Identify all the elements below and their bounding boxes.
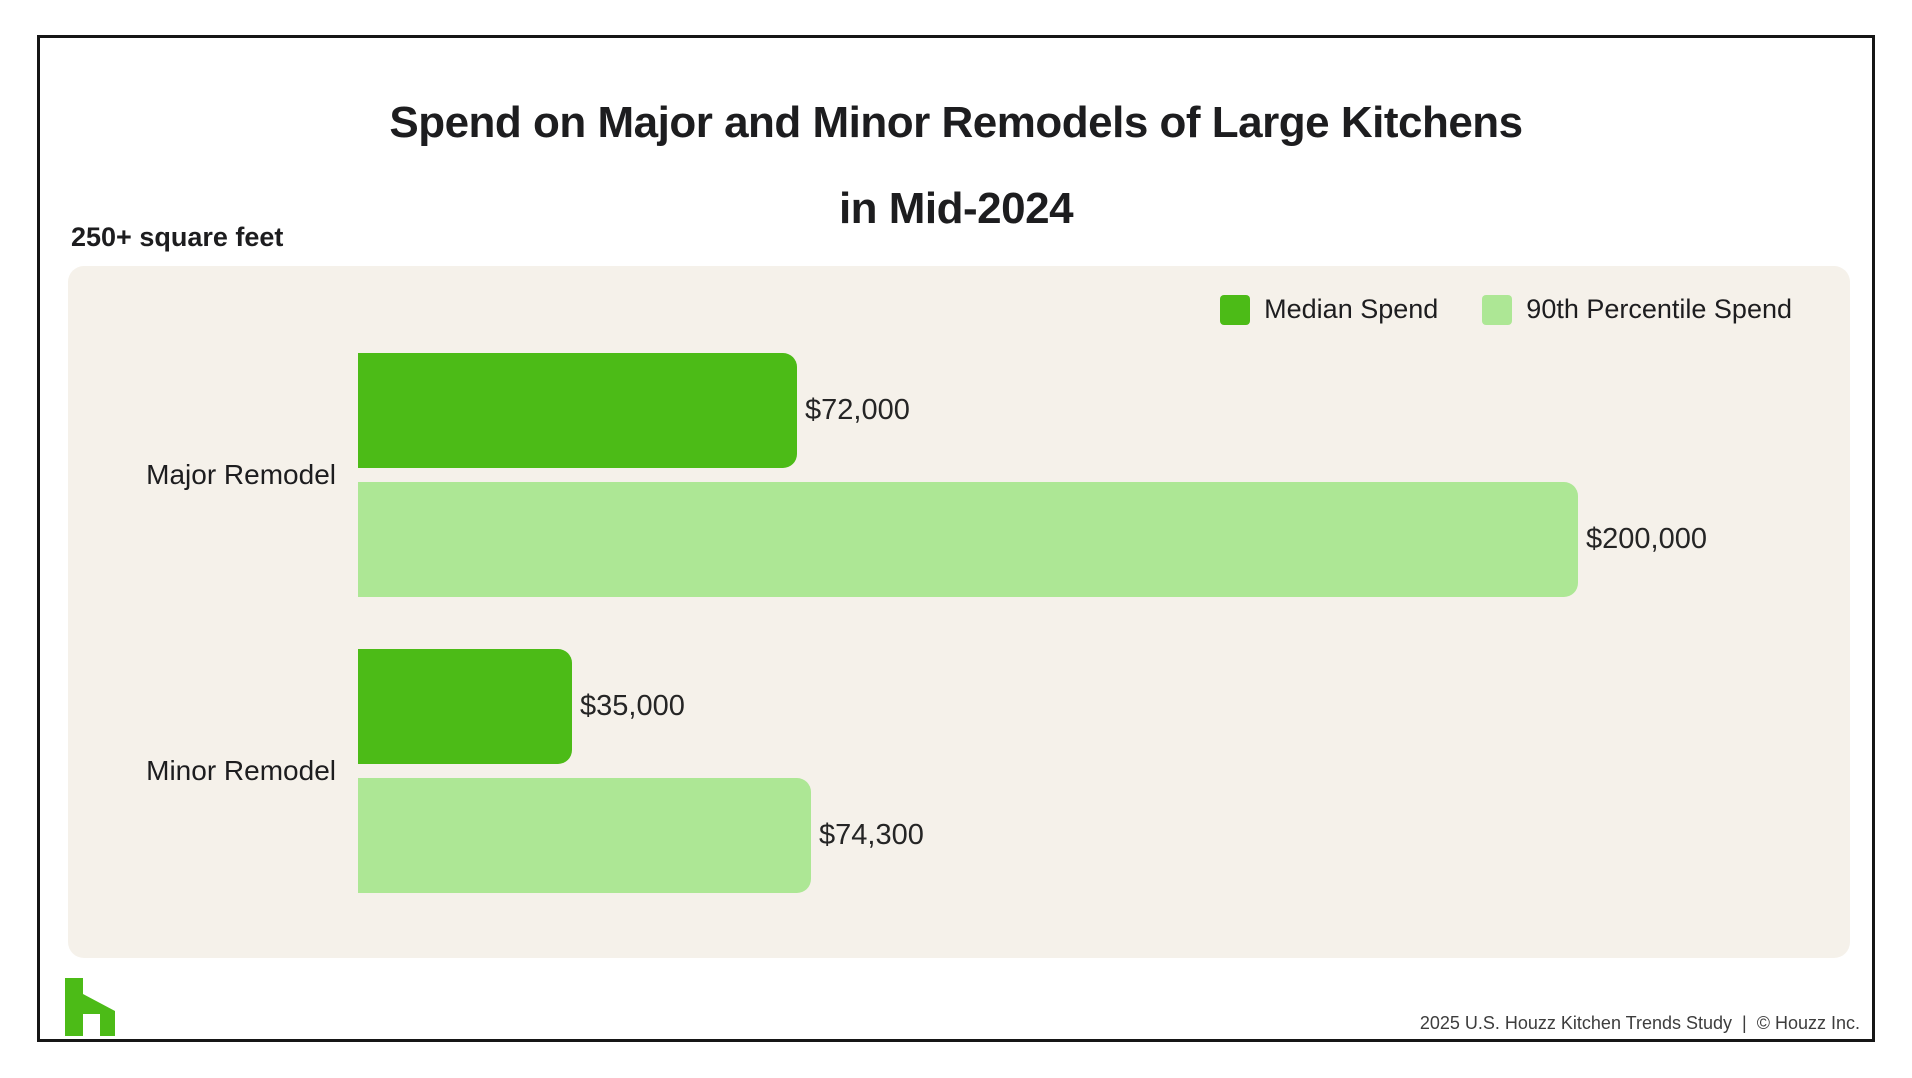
legend-item-median: Median Spend: [1220, 294, 1438, 325]
infographic-card: Spend on Major and Minor Remodels of Lar…: [37, 35, 1875, 1042]
value-label-major-remodel-median-spend: $72,000: [805, 394, 910, 426]
chart-title: Spend on Major and Minor Remodels of Lar…: [40, 80, 1872, 252]
value-label-minor-remodel-median-spend: $35,000: [580, 690, 685, 722]
legend-label-90th-percentile: 90th Percentile Spend: [1526, 294, 1792, 324]
legend-label-median: Median Spend: [1264, 294, 1439, 324]
chart-subtitle: 250+ square feet: [71, 222, 284, 252]
houzz-logo-shape: [65, 978, 115, 1036]
median-spend-swatch: [1220, 294, 1251, 325]
source-attribution: 2025 U.S. Houzz Kitchen Trends Study | ©…: [1419, 1013, 1860, 1033]
value-label-minor-remodel-90th-percentile-spend: $74,300: [819, 819, 924, 851]
bar-major-remodel-median-spend: [358, 353, 797, 468]
bar-minor-remodel-median-spend: [358, 649, 572, 764]
legend: Median Spend 90th Percentile Spend: [1220, 294, 1792, 325]
chart-title-line1: Spend on Major and Minor Remodels of Lar…: [389, 98, 1523, 147]
bar-major-remodel-90th-percentile-spend: [358, 482, 1578, 597]
chart-title-line2: in Mid-2024: [838, 184, 1074, 233]
category-label-minor-remodel: Minor Remodel: [146, 755, 336, 786]
houzz-logo-icon: [65, 978, 115, 1036]
plot-panel: Median Spend 90th Percentile Spend $72,0…: [68, 266, 1850, 958]
legend-item-90th-percentile: 90th Percentile Spend: [1482, 294, 1792, 325]
value-label-major-remodel-90th-percentile-spend: $200,000: [1586, 523, 1707, 555]
bar-minor-remodel-90th-percentile-spend: [358, 778, 811, 893]
category-label-major-remodel: Major Remodel: [146, 459, 336, 490]
percentile-spend-swatch: [1482, 294, 1513, 325]
